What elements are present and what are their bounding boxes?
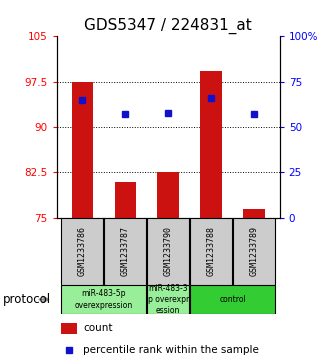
Bar bbox=[233, 218, 275, 285]
Bar bbox=[61, 218, 103, 285]
Text: control: control bbox=[219, 295, 246, 304]
Text: miR-483-5p
overexpression: miR-483-5p overexpression bbox=[75, 289, 133, 310]
Bar bbox=[243, 209, 265, 218]
Bar bbox=[61, 323, 77, 334]
Bar bbox=[61, 285, 146, 314]
Text: percentile rank within the sample: percentile rank within the sample bbox=[83, 345, 259, 355]
Bar bbox=[104, 218, 146, 285]
Text: GSM1233790: GSM1233790 bbox=[164, 227, 173, 276]
Bar bbox=[147, 218, 189, 285]
Bar bbox=[72, 82, 93, 218]
Bar bbox=[200, 72, 222, 218]
Title: GDS5347 / 224831_at: GDS5347 / 224831_at bbox=[84, 17, 252, 33]
Bar bbox=[190, 218, 232, 285]
Text: GSM1233789: GSM1233789 bbox=[249, 227, 258, 276]
Bar bbox=[147, 285, 189, 314]
Bar bbox=[190, 285, 275, 314]
Bar bbox=[158, 172, 179, 218]
Text: protocol: protocol bbox=[3, 293, 52, 306]
Bar bbox=[115, 182, 136, 218]
Text: miR-483-3
p overexpr
ession: miR-483-3 p overexpr ession bbox=[148, 284, 189, 315]
Text: count: count bbox=[83, 323, 113, 334]
Text: GSM1233787: GSM1233787 bbox=[121, 227, 130, 276]
Text: GSM1233788: GSM1233788 bbox=[206, 227, 215, 276]
Text: GSM1233786: GSM1233786 bbox=[78, 227, 87, 276]
